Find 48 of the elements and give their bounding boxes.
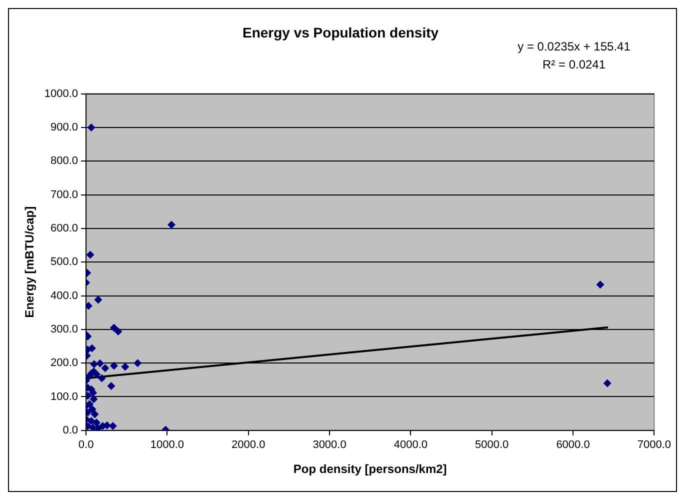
point — [114, 327, 122, 336]
point — [168, 220, 176, 229]
x-tick-label: 7000.0 — [637, 439, 672, 452]
y-tick-label: 0.0 — [62, 424, 78, 436]
point — [90, 360, 98, 368]
y-tick-label: 900.0 — [50, 121, 78, 134]
x-tick-label: 2000.0 — [232, 439, 266, 452]
point — [94, 424, 102, 430]
x-tick-label: 6000.0 — [556, 439, 590, 452]
text: y = 0.0235x + 155.41 — [518, 39, 631, 54]
point — [87, 416, 96, 425]
point — [110, 362, 118, 370]
point — [98, 374, 106, 382]
point — [86, 250, 94, 259]
point — [96, 359, 104, 368]
point — [134, 359, 142, 368]
point — [107, 382, 116, 390]
x-tick-label: 3000.0 — [312, 439, 346, 452]
point — [101, 364, 110, 372]
y-axis-title: Energy [mBTU/cap] — [22, 206, 37, 318]
point — [87, 123, 96, 132]
point — [596, 280, 604, 289]
point — [92, 370, 101, 378]
y-tick-label: 300.0 — [50, 323, 78, 336]
chart-title: Energy vs Population density — [242, 24, 439, 40]
x-tick-label: 0.0 — [78, 439, 94, 452]
point — [94, 296, 102, 304]
y-tick-label: 500.0 — [50, 256, 78, 268]
y-tick-label: 600.0 — [50, 222, 78, 234]
y-tick-label: 400.0 — [50, 290, 78, 302]
x-tick-label: 4000.0 — [394, 439, 428, 452]
point — [110, 324, 118, 332]
x-tick-label: 1000.0 — [150, 439, 184, 452]
point — [108, 422, 117, 430]
y-tick-label: 1000.0 — [44, 88, 78, 100]
x-tick-label: 5000.0 — [475, 439, 509, 452]
y-tick-label: 100.0 — [50, 390, 78, 403]
text: R² = 0.0241 — [542, 57, 606, 72]
point — [603, 379, 612, 388]
point — [90, 410, 99, 418]
point — [121, 362, 130, 371]
point — [90, 395, 98, 404]
point — [92, 418, 101, 427]
y-tick-label: 200.0 — [50, 357, 78, 370]
point — [88, 405, 96, 414]
x-axis-title: Pop density [persons/km2] — [293, 462, 447, 476]
y-tick-label: 700.0 — [50, 188, 78, 201]
y-tick-label: 800.0 — [50, 155, 78, 168]
